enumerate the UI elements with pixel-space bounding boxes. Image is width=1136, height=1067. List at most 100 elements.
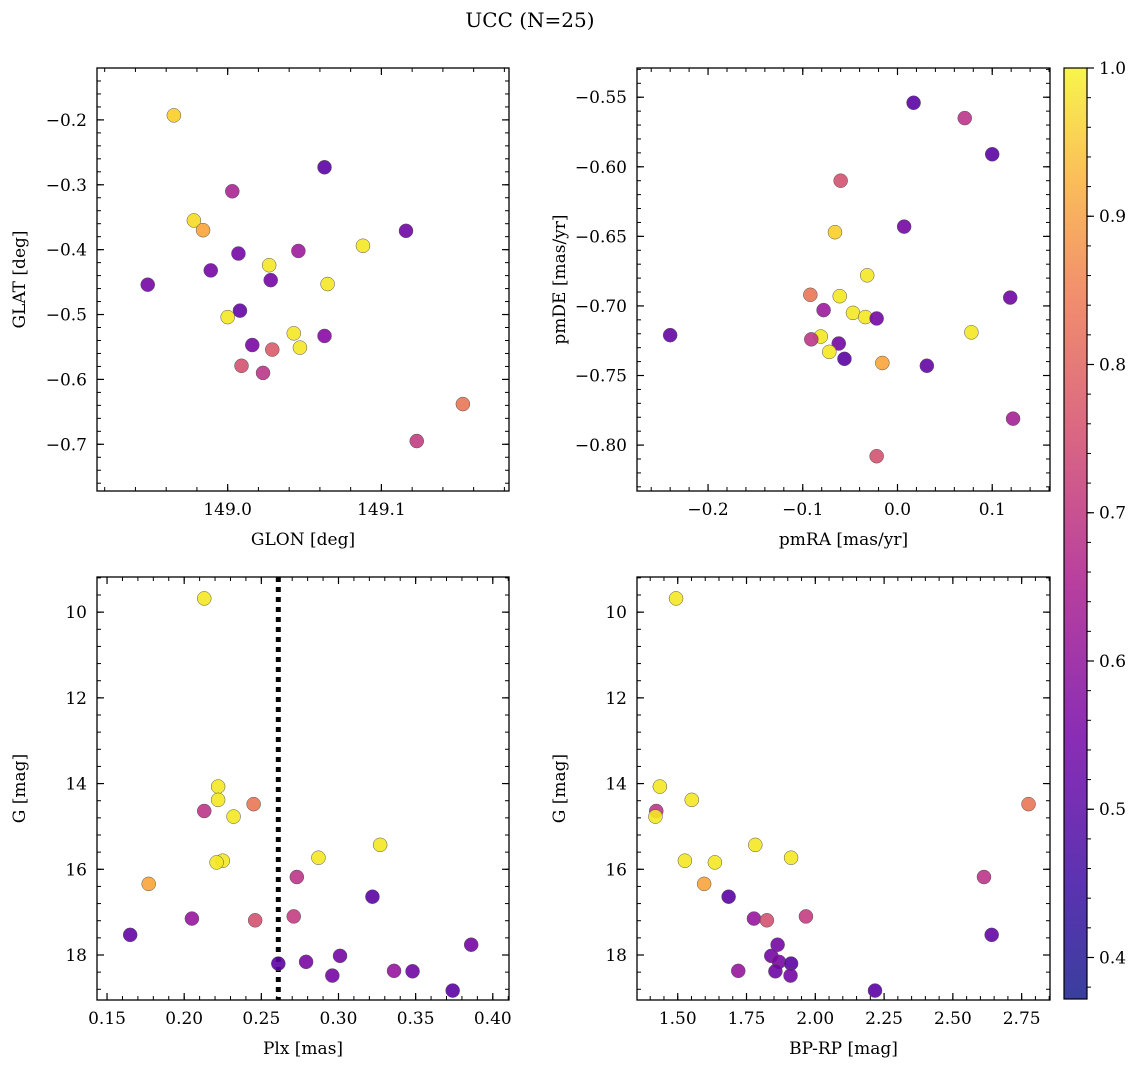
x-tick-label: 2.75 <box>1003 1009 1041 1029</box>
data-point <box>245 337 260 353</box>
y-tick-label: 18 <box>605 946 627 966</box>
y-tick-label: 16 <box>65 860 87 880</box>
data-point <box>372 837 388 853</box>
data-point <box>684 792 700 808</box>
major-ticks <box>637 577 1050 1000</box>
data-point <box>232 303 248 318</box>
panel-1: 149.0 149.1 −0.2 −0.3 −0.4 −0.5 −0.6 −0.7 GLON [… <box>10 67 510 550</box>
data-point <box>325 968 340 983</box>
data-point <box>320 276 335 292</box>
data-point <box>816 302 831 318</box>
x-tick-label: 0.1 <box>979 500 1006 520</box>
colorbar-tick-label: 0.8 <box>1099 355 1126 375</box>
y-tick-label: 10 <box>605 603 627 623</box>
data-point <box>332 948 348 964</box>
y-tick-label: 14 <box>605 775 627 795</box>
data-point <box>409 433 425 449</box>
figure-title: UCC (N=25) <box>465 8 594 32</box>
x-axis-label: BP-RP [mag] <box>789 1039 898 1059</box>
data-point <box>832 288 847 304</box>
y-tick-label: −0.70 <box>575 297 627 317</box>
data-point <box>291 243 306 259</box>
data-point <box>867 983 883 998</box>
data-point <box>731 963 746 979</box>
data-point <box>906 95 921 111</box>
data-point <box>896 219 912 234</box>
data-point <box>957 110 972 126</box>
data-point <box>798 909 814 924</box>
data-point <box>186 213 202 228</box>
data-point <box>770 937 785 952</box>
data-point <box>263 272 278 288</box>
y-tick-label: 12 <box>65 689 87 709</box>
data-point <box>271 956 286 971</box>
major-ticks <box>637 68 1050 491</box>
colorbar-tick-label: 0.5 <box>1099 800 1126 820</box>
data-point <box>964 325 979 340</box>
data-point <box>455 396 471 412</box>
plot-frame <box>96 67 510 492</box>
colorbar-tick-label: 0.7 <box>1099 504 1126 524</box>
y-tick-label: −0.3 <box>46 176 87 196</box>
colorbar-tick-label: 0.9 <box>1099 207 1126 227</box>
data-point <box>261 257 277 273</box>
colorbar: 0.4 0.5 0.6 0.7 0.8 0.9 1.0 <box>1063 59 1126 1000</box>
data-point <box>203 263 219 278</box>
y-tick-label: 14 <box>65 775 87 795</box>
data-point <box>463 937 479 952</box>
data-point <box>141 876 156 892</box>
y-tick-label: −0.7 <box>46 435 87 455</box>
data-point <box>226 809 241 824</box>
data-point <box>231 246 246 261</box>
data-point <box>386 963 402 979</box>
y-tick-label: −0.75 <box>575 367 627 387</box>
x-tick-label: 1.50 <box>659 1009 697 1029</box>
minor-ticks <box>637 68 1050 491</box>
data-point <box>696 876 712 892</box>
data-point <box>859 268 875 283</box>
data-point <box>317 328 332 344</box>
data-point <box>398 223 414 239</box>
data-point <box>984 147 1000 162</box>
data-point <box>225 184 240 199</box>
data-point <box>803 287 818 303</box>
data-point <box>184 911 200 926</box>
x-tick-label: 149.0 <box>203 500 252 520</box>
y-tick-label: −0.55 <box>575 88 627 108</box>
data-point <box>783 968 798 983</box>
data-point <box>195 222 211 238</box>
x-tick-label: 149.1 <box>357 500 406 520</box>
x-tick-label: 0.40 <box>474 1009 512 1029</box>
x-tick-label: 2.00 <box>796 1009 834 1029</box>
x-tick-label: −0.2 <box>687 500 728 520</box>
x-tick-label: 0.0 <box>884 500 911 520</box>
data-point <box>869 311 884 326</box>
data-point <box>317 160 332 175</box>
y-axis-label: G [mag] <box>550 754 570 823</box>
y-tick-label: −0.5 <box>46 306 87 326</box>
data-point <box>298 954 314 970</box>
data-point <box>255 365 271 381</box>
data-point <box>1002 290 1018 305</box>
data-point <box>122 927 138 943</box>
y-axis-label: GLAT [deg] <box>10 230 30 328</box>
data-point <box>833 173 848 188</box>
panel-3: 0.15 0.20 0.25 0.30 0.35 0.40 10 12 14 16 18 Plx [m… <box>10 576 512 1059</box>
data-point <box>804 332 819 347</box>
x-tick-label: 0.25 <box>242 1009 280 1029</box>
data-point <box>265 342 280 357</box>
data-point <box>652 779 668 794</box>
data-point <box>845 305 861 321</box>
data-point <box>355 238 371 254</box>
x-tick-label: 0.15 <box>88 1009 126 1029</box>
data-point <box>292 340 308 355</box>
y-tick-label: −0.65 <box>575 227 627 247</box>
major-ticks <box>97 577 509 1000</box>
data-point <box>875 355 890 371</box>
data-point <box>984 927 999 943</box>
data-point <box>759 913 775 928</box>
x-tick-label: 0.35 <box>397 1009 435 1029</box>
data-point <box>196 803 212 819</box>
data-point <box>196 591 212 606</box>
